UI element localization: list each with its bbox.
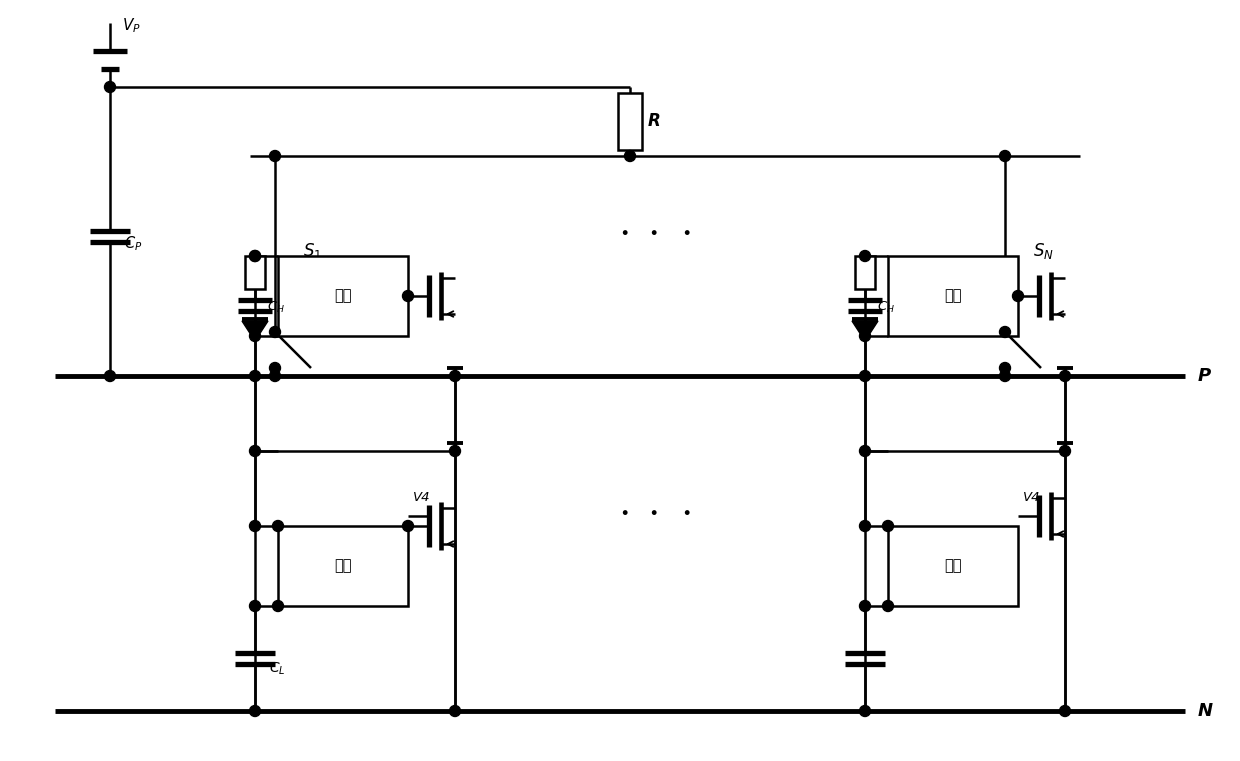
Text: $C_L$: $C_L$ bbox=[269, 661, 285, 677]
Text: 驱动: 驱动 bbox=[335, 559, 352, 574]
Text: P: P bbox=[1198, 367, 1211, 385]
Text: V4: V4 bbox=[1023, 491, 1040, 504]
Circle shape bbox=[859, 371, 870, 381]
Text: V4: V4 bbox=[413, 491, 430, 504]
Text: $C_H$: $C_H$ bbox=[877, 300, 895, 315]
Circle shape bbox=[1013, 291, 1023, 301]
Bar bbox=[246, 256, 265, 289]
Circle shape bbox=[273, 521, 284, 531]
Circle shape bbox=[859, 705, 870, 717]
Circle shape bbox=[999, 326, 1011, 337]
Text: 驱动: 驱动 bbox=[335, 288, 352, 304]
Text: 驱动: 驱动 bbox=[944, 559, 962, 574]
Circle shape bbox=[403, 521, 413, 531]
Circle shape bbox=[249, 521, 260, 531]
Bar bbox=[888, 526, 1018, 606]
Circle shape bbox=[249, 371, 260, 381]
Bar bbox=[278, 256, 408, 336]
Circle shape bbox=[269, 362, 280, 374]
Circle shape bbox=[1059, 371, 1070, 381]
Bar bbox=[856, 256, 875, 289]
Text: $V_P$: $V_P$ bbox=[122, 17, 141, 35]
Text: N: N bbox=[1198, 702, 1213, 720]
Text: $C_H$: $C_H$ bbox=[267, 300, 285, 315]
Circle shape bbox=[625, 151, 635, 161]
Circle shape bbox=[999, 371, 1011, 381]
Circle shape bbox=[1059, 445, 1070, 457]
Circle shape bbox=[859, 250, 870, 262]
Text: $\bullet \quad \bullet \quad \bullet$: $\bullet \quad \bullet \quad \bullet$ bbox=[619, 222, 691, 240]
Circle shape bbox=[249, 600, 260, 612]
Text: $\bullet \quad \bullet \quad \bullet$: $\bullet \quad \bullet \quad \bullet$ bbox=[619, 502, 691, 520]
Circle shape bbox=[269, 151, 280, 161]
Circle shape bbox=[859, 521, 870, 531]
Circle shape bbox=[104, 371, 115, 381]
Bar bbox=[888, 256, 1018, 336]
Circle shape bbox=[1059, 705, 1070, 717]
Circle shape bbox=[273, 600, 284, 612]
Circle shape bbox=[449, 705, 460, 717]
Text: R: R bbox=[649, 113, 661, 130]
Text: $S_1$: $S_1$ bbox=[303, 241, 322, 261]
Polygon shape bbox=[852, 321, 878, 341]
Circle shape bbox=[269, 371, 280, 381]
Circle shape bbox=[403, 291, 413, 301]
Bar bbox=[618, 93, 642, 151]
Circle shape bbox=[859, 330, 870, 342]
Circle shape bbox=[269, 326, 280, 337]
Circle shape bbox=[999, 362, 1011, 374]
Polygon shape bbox=[242, 321, 268, 341]
Circle shape bbox=[249, 250, 260, 262]
Text: $S_N$: $S_N$ bbox=[1033, 241, 1054, 261]
Circle shape bbox=[249, 250, 260, 262]
Circle shape bbox=[249, 445, 260, 457]
Text: 驱动: 驱动 bbox=[944, 288, 962, 304]
Circle shape bbox=[104, 81, 115, 93]
Circle shape bbox=[859, 600, 870, 612]
Circle shape bbox=[449, 445, 460, 457]
Circle shape bbox=[859, 445, 870, 457]
Circle shape bbox=[999, 151, 1011, 161]
Text: $C_P$: $C_P$ bbox=[124, 234, 143, 253]
Circle shape bbox=[249, 705, 260, 717]
Circle shape bbox=[249, 330, 260, 342]
Circle shape bbox=[449, 371, 460, 381]
Circle shape bbox=[883, 600, 894, 612]
Bar bbox=[278, 526, 408, 606]
Circle shape bbox=[883, 521, 894, 531]
